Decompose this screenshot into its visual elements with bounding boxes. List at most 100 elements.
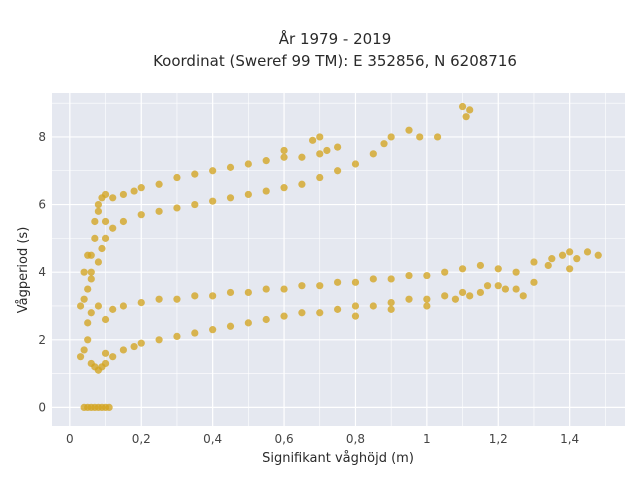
data-point	[316, 133, 324, 141]
data-point	[109, 305, 117, 313]
data-point	[101, 359, 110, 368]
data-point	[380, 140, 388, 148]
tick-labels: 0 2 4 6 8 0 0,2 0,4 0,6 0,8 1 1,2 1,4	[38, 130, 579, 446]
data-point	[512, 268, 520, 276]
data-point	[369, 302, 377, 310]
data-point	[137, 339, 145, 347]
data-point	[334, 143, 342, 151]
data-point	[226, 194, 235, 202]
data-point	[191, 292, 199, 300]
data-point	[94, 207, 103, 215]
data-point	[351, 302, 360, 310]
data-point	[209, 167, 217, 175]
data-point	[583, 248, 592, 256]
x-tick-label: 0,6	[275, 432, 294, 446]
data-point	[519, 292, 527, 300]
data-point	[316, 309, 324, 317]
data-point	[87, 309, 95, 317]
data-point	[558, 251, 567, 259]
data-point	[101, 217, 110, 226]
data-point	[109, 353, 117, 361]
data-point	[226, 322, 235, 330]
data-point	[423, 295, 431, 303]
data-point	[94, 302, 103, 310]
data-point	[501, 285, 510, 293]
data-point	[119, 346, 128, 354]
data-point	[76, 353, 85, 361]
data-point	[84, 285, 92, 293]
data-point	[298, 153, 306, 161]
data-point	[109, 194, 117, 202]
data-point	[316, 282, 324, 290]
data-point	[458, 288, 467, 297]
data-point	[387, 133, 395, 141]
data-point	[566, 248, 574, 256]
data-point	[209, 326, 217, 334]
data-point	[119, 217, 128, 226]
data-point	[280, 153, 288, 161]
data-point	[98, 244, 106, 253]
data-point	[84, 336, 92, 344]
data-point	[423, 302, 431, 310]
data-point	[334, 278, 342, 286]
data-point	[298, 180, 306, 188]
data-point	[466, 292, 474, 300]
data-point	[91, 217, 99, 226]
data-point	[323, 146, 331, 155]
data-point	[405, 271, 413, 280]
data-point	[173, 173, 181, 182]
data-point	[458, 265, 467, 273]
data-point	[101, 315, 110, 324]
data-point	[80, 346, 88, 354]
data-point	[298, 309, 306, 317]
data-point	[244, 160, 252, 168]
data-point	[280, 184, 288, 192]
x-axis-title: Signifikant våghöjd (m)	[262, 451, 414, 466]
y-tick-label: 6	[38, 198, 46, 212]
data-point	[334, 167, 342, 175]
data-point	[369, 275, 377, 283]
data-point	[476, 261, 485, 270]
data-point	[494, 282, 502, 290]
x-tick-label: 1,4	[560, 432, 579, 446]
data-point	[94, 200, 103, 209]
data-point	[87, 275, 95, 283]
chart-title: År 1979 - 2019	[279, 29, 392, 48]
data-point	[316, 173, 324, 182]
data-point	[316, 150, 324, 158]
data-point	[351, 278, 360, 286]
data-point	[309, 136, 317, 144]
data-point	[191, 170, 199, 178]
data-point	[119, 190, 128, 199]
data-point	[512, 285, 520, 293]
data-point	[226, 288, 235, 297]
data-point	[191, 200, 199, 209]
data-point	[130, 187, 138, 195]
data-point	[416, 133, 424, 141]
data-point	[351, 312, 360, 320]
data-point	[548, 255, 556, 263]
plot-area-background	[52, 93, 625, 426]
data-point	[387, 299, 395, 307]
data-point	[244, 190, 252, 199]
data-point	[594, 251, 602, 259]
y-tick-label: 2	[38, 333, 46, 347]
data-point	[94, 258, 103, 266]
data-point	[101, 349, 110, 357]
y-tick-label: 4	[38, 265, 46, 279]
data-points	[76, 102, 602, 412]
data-point	[387, 305, 395, 313]
data-point	[441, 268, 449, 276]
data-point	[476, 288, 485, 297]
x-tick-label: 0,2	[132, 432, 151, 446]
data-point	[530, 278, 538, 286]
data-point	[483, 282, 492, 290]
data-point	[423, 271, 431, 280]
data-point	[262, 315, 270, 324]
data-point	[191, 329, 199, 337]
data-point	[80, 268, 88, 276]
data-point	[494, 265, 502, 273]
data-point	[466, 106, 474, 114]
